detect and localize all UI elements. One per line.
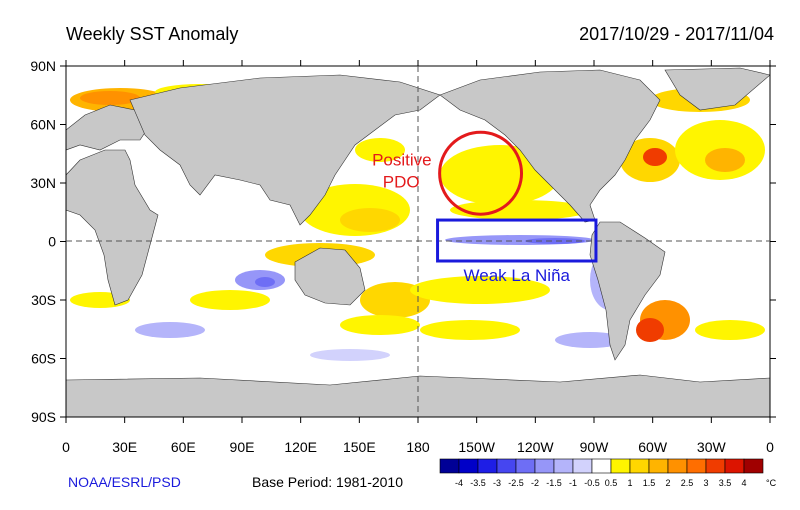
landmass-europe [66,104,151,151]
lat-tick-label: 60N [30,117,56,133]
colorbar-swatch [553,458,574,474]
anomaly-patch [340,315,420,335]
colorbar-label: 3.5 [719,478,732,488]
colorbar-swatch [496,458,517,474]
colorbar-label: 1 [627,478,632,488]
colorbar-boxes [439,458,764,474]
lon-tick-label: 60E [171,439,196,455]
colorbar-label: 1.5 [643,478,656,488]
land-masses [66,67,770,417]
landmass-greenland [664,67,770,111]
anomaly-patch [410,276,550,304]
colorbar-label: -1 [569,478,577,488]
sst-anomaly-map: 90N 60N 30N 0 30S 60S 90S 0 30E 60E 90E 120E 150E 18… [30,58,776,455]
colorbar-label: 2 [665,478,670,488]
colorbar-swatch [477,458,498,474]
anomaly-patch [255,277,275,287]
annotations: Positive PDO Weak La Niña [372,130,598,285]
colorbar-swatch [686,458,707,474]
colorbar-swatch [515,458,536,474]
lon-tick-label: 120W [517,439,554,455]
latitude-axis: 90N 60N 30N 0 30S 60S 90S [30,58,776,425]
colorbar-labels: -4 -3.5 -3 -2.5 -2 -1.5 -1 -0.5 0.5 1 1.5 2 2.5 3 3.5 4 [455,478,747,488]
colorbar-swatch [458,458,479,474]
colorbar-swatch [705,458,726,474]
lon-tick-label: 150E [343,439,376,455]
colorbar-label: -2 [531,478,539,488]
lat-tick-label: 30N [30,175,56,191]
anomaly-patch [525,238,585,244]
colorbar-swatch [743,458,764,474]
lat-tick-label: 90N [30,58,56,74]
colorbar-swatch [610,458,631,474]
pdo-label-line2: PDO [383,172,420,191]
colorbar-label: 3 [703,478,708,488]
lon-tick-label: 150W [458,439,495,455]
colorbar-label: 4 [741,478,746,488]
colorbar-swatch [667,458,688,474]
anomaly-patch [190,290,270,310]
colorbar-label: -4 [455,478,463,488]
anomaly-patch [705,148,745,172]
pdo-circle [438,130,524,216]
lon-tick-label: 90W [580,439,610,455]
anomaly-patch [695,320,765,340]
lon-tick-label: 90E [230,439,255,455]
anomaly-patch [636,318,664,342]
colorbar-swatch [724,458,745,474]
longitude-axis: 0 30E 60E 90E 120E 150E 180 150W 120W 90W 60W 30W 0 [62,60,774,455]
date-range: 2017/10/29 - 2017/11/04 [579,24,774,44]
la-nina-label: Weak La Niña [464,266,571,285]
anomaly-patch [643,148,667,166]
lon-tick-label: 120E [284,439,317,455]
lon-tick-label: 180 [406,439,430,455]
anomaly-patch [340,208,400,232]
colorbar-label: -3 [493,478,501,488]
anomaly-patch [555,332,625,348]
landmass-australia [294,247,366,306]
pdo-label-line1: Positive [372,150,432,169]
colorbar-label: -0.5 [584,478,600,488]
base-period: Base Period: 1981-2010 [252,474,403,490]
colorbar-swatch [591,458,612,474]
map-title: Weekly SST Anomaly [66,24,239,44]
colorbar-unit: °C [766,478,777,488]
credit-organization: NOAA/ESRL/PSD [68,474,181,490]
lon-tick-label: 0 [62,439,70,455]
landmass-north-america [439,69,661,223]
colorbar-swatch [648,458,669,474]
colorbar-label: -1.5 [546,478,562,488]
lat-tick-label: 0 [48,234,56,250]
landmass-asia [129,74,441,226]
lon-tick-label: 30W [697,439,727,455]
anomaly-patch [420,320,520,340]
lon-tick-label: 30E [112,439,137,455]
anomaly-patch [355,138,405,162]
lon-tick-label: 0 [766,439,774,455]
landmass-africa [66,149,159,306]
anomaly-patch [135,322,205,338]
colorbar-label: 0.5 [605,478,618,488]
anomaly-patch [80,91,140,105]
colorbar-label: -2.5 [508,478,524,488]
colorbar-label: -3.5 [470,478,486,488]
lon-tick-label: 60W [638,439,668,455]
colorbar-swatch [629,458,650,474]
lat-tick-label: 60S [31,351,56,367]
colorbar-swatch [439,458,460,474]
colorbar-swatch [534,458,555,474]
lat-tick-label: 30S [31,292,56,308]
colorbar-label: 2.5 [681,478,694,488]
landmass-south-america [589,221,666,361]
anomaly-patch [310,349,390,361]
colorbar-swatch [572,458,593,474]
lat-tick-label: 90S [31,409,56,425]
la-nina-box [436,218,598,263]
